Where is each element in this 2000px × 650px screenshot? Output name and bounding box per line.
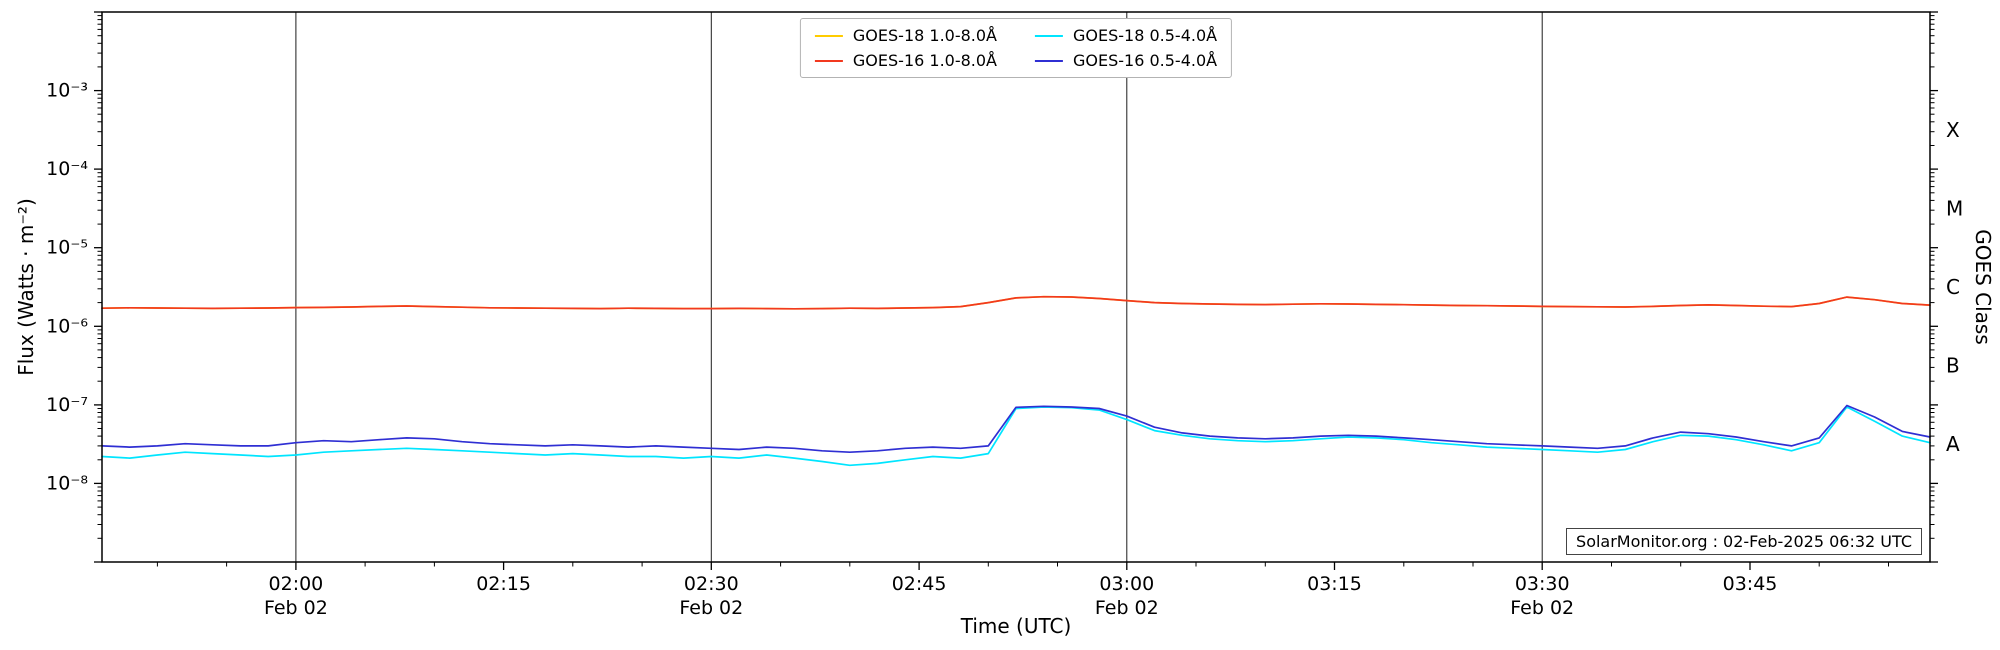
svg-text:02:15: 02:15 — [476, 573, 531, 595]
legend-item: GOES-18 0.5-4.0Å — [1035, 26, 1217, 45]
svg-text:03:15: 03:15 — [1307, 573, 1362, 595]
svg-text:Feb 02: Feb 02 — [264, 597, 328, 619]
y-axis-label: Flux (Watts · m⁻²) — [14, 198, 38, 376]
svg-text:02:30: 02:30 — [684, 573, 739, 595]
svg-text:M: M — [1946, 196, 1963, 220]
svg-text:03:45: 03:45 — [1723, 573, 1778, 595]
svg-text:X: X — [1946, 118, 1960, 142]
svg-text:02:00: 02:00 — [269, 573, 324, 595]
legend-item: GOES-16 1.0-8.0Å — [814, 51, 997, 70]
svg-text:10⁻⁸: 10⁻⁸ — [46, 472, 88, 494]
svg-text:03:00: 03:00 — [1099, 573, 1154, 595]
svg-text:02:45: 02:45 — [892, 573, 947, 595]
svg-text:B: B — [1946, 354, 1960, 378]
svg-text:10⁻³: 10⁻³ — [46, 80, 88, 102]
svg-text:10⁻⁷: 10⁻⁷ — [46, 394, 88, 416]
legend-label: GOES-18 0.5-4.0Å — [1073, 26, 1218, 45]
svg-text:10⁻⁶: 10⁻⁶ — [46, 315, 88, 337]
legend-label: GOES-16 1.0-8.0Å — [852, 51, 997, 70]
legend-label: GOES-16 0.5-4.0Å — [1073, 51, 1218, 70]
svg-text:C: C — [1946, 275, 1960, 299]
legend-item: GOES-18 1.0-8.0Å — [814, 26, 997, 45]
svg-text:Feb 02: Feb 02 — [679, 597, 743, 619]
svg-text:A: A — [1946, 432, 1960, 456]
legend-swatch — [1035, 59, 1063, 62]
svg-text:Feb 02: Feb 02 — [1510, 597, 1574, 619]
watermark: SolarMonitor.org : 02-Feb-2025 06:32 UTC — [1566, 528, 1922, 555]
legend-label: GOES-18 1.0-8.0Å — [852, 26, 997, 45]
legend-swatch — [814, 34, 843, 37]
legend-swatch — [1035, 34, 1063, 37]
legend-item: GOES-16 0.5-4.0Å — [1035, 51, 1217, 70]
svg-text:10⁻⁵: 10⁻⁵ — [46, 237, 88, 259]
svg-text:Feb 02: Feb 02 — [1095, 597, 1159, 619]
legend: GOES-18 1.0-8.0Å GOES-16 1.0-8.0Å GOES-18 … — [799, 18, 1233, 78]
x-axis-label: Time (UTC) — [960, 614, 1072, 638]
svg-text:10⁻⁴: 10⁻⁴ — [46, 158, 88, 180]
legend-swatch — [814, 59, 843, 62]
y2-axis-label: GOES Class — [1971, 229, 1995, 345]
svg-text:03:30: 03:30 — [1515, 573, 1570, 595]
